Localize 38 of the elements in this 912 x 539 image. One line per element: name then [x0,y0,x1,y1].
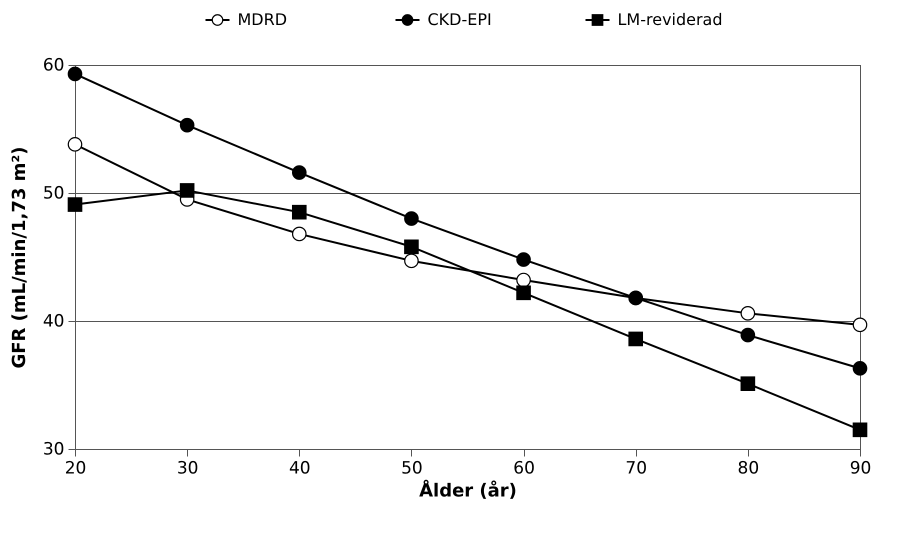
x-tick-label: 20 [64,458,86,478]
point [180,183,194,198]
y-tick-label: 60 [42,56,64,76]
legend-label: CKD-EPI [428,10,492,29]
point [516,286,531,300]
y-tick-label: 50 [42,184,64,204]
x-tick-label: 50 [401,458,423,478]
point [852,318,868,332]
point [180,118,194,132]
point [740,376,756,392]
point [292,226,307,242]
point [68,197,82,212]
point [404,254,419,268]
point [516,272,531,288]
legend-label: LM-reviderad [618,10,723,29]
point [516,252,531,267]
point [852,422,868,438]
point [292,165,307,180]
x-tick-label: 80 [738,458,760,478]
y-axis-title: GFR (mL/min/1,73 m²) [8,146,30,369]
y-tick-label: 40 [42,312,64,332]
point [68,137,82,152]
x-axis-title: Ålder (år) [419,480,517,502]
point [404,211,419,226]
point [628,332,644,346]
point [404,239,419,254]
y-tick-label: 30 [42,440,64,460]
point [740,306,756,321]
point [68,66,82,82]
x-tick-label: 40 [288,458,311,478]
point [740,328,756,342]
point [292,204,307,220]
legend-label: MDRD [238,10,288,29]
x-tick-label: 70 [625,458,648,478]
x-tick-label: 90 [850,458,872,478]
point [852,361,868,376]
x-tick-label: 60 [513,458,535,478]
x-tick-label: 30 [176,458,198,478]
